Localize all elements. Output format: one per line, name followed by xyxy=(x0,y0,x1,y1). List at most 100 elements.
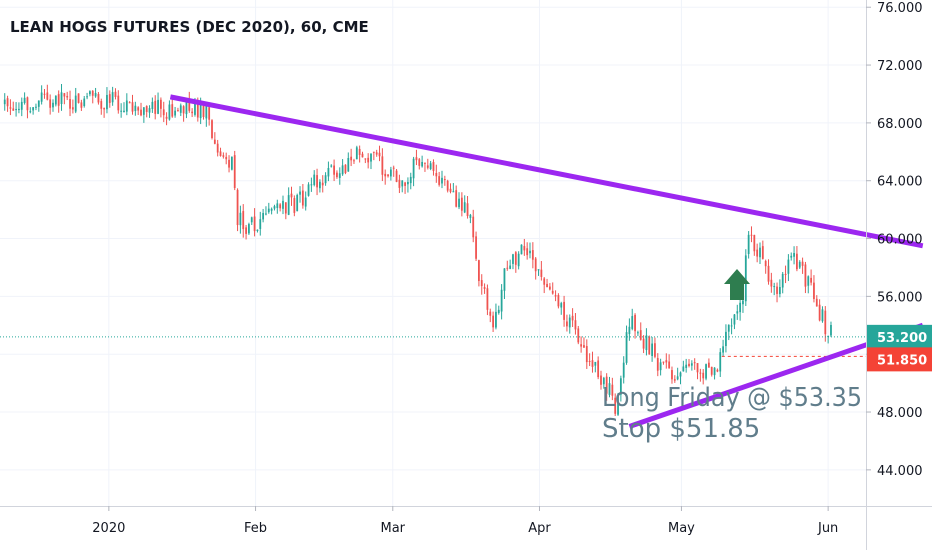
candle-body xyxy=(438,176,441,185)
candle-body xyxy=(810,277,813,283)
candle-body xyxy=(693,362,696,364)
candle-body xyxy=(174,110,176,116)
candle-body xyxy=(392,167,395,169)
candle-body xyxy=(344,164,347,174)
candle-body xyxy=(648,336,651,355)
candle-body xyxy=(807,276,810,286)
candle-body xyxy=(594,361,597,366)
time-tick-label: Mar xyxy=(381,521,406,536)
candle-body xyxy=(418,159,421,166)
candle-body xyxy=(764,261,767,267)
price-tick-label: 60.000 xyxy=(877,233,923,248)
candle-body xyxy=(83,98,86,107)
candle-body xyxy=(460,197,463,211)
candle-body xyxy=(253,216,256,232)
candle-body xyxy=(211,120,213,139)
candle-body xyxy=(830,324,832,336)
candle-body xyxy=(767,265,770,282)
candle-body xyxy=(426,165,429,168)
candle-body xyxy=(131,102,134,112)
candle-body xyxy=(29,111,32,113)
candle-body xyxy=(407,181,409,185)
candle-body xyxy=(77,93,80,103)
candle-body xyxy=(43,93,46,95)
candle-body xyxy=(89,91,91,95)
candle-body xyxy=(483,287,486,289)
candle-body xyxy=(739,302,742,313)
price-tick-label: 68.000 xyxy=(877,117,923,132)
price-tick-label: 64.000 xyxy=(877,175,923,190)
candle-body xyxy=(478,260,480,282)
candle-body xyxy=(313,174,316,185)
candle-body xyxy=(452,191,455,193)
candle-body xyxy=(506,267,509,269)
candle-body xyxy=(216,143,219,153)
candle-body xyxy=(12,108,15,111)
candle-body xyxy=(682,366,685,372)
candle-body xyxy=(526,248,529,256)
candle-body xyxy=(727,324,730,332)
candle-body xyxy=(338,173,341,178)
candle-body xyxy=(333,165,335,175)
candle-body xyxy=(165,116,168,119)
candle-body xyxy=(6,98,9,107)
candle-body xyxy=(168,104,171,120)
candle-body xyxy=(756,249,759,257)
candle-body xyxy=(466,203,469,217)
candle-body xyxy=(239,212,242,226)
candle-body xyxy=(514,252,517,265)
candle-body xyxy=(668,361,671,369)
candle-body xyxy=(500,289,503,312)
candle-body xyxy=(296,194,299,212)
candle-body xyxy=(458,198,460,208)
candle-body xyxy=(117,95,120,111)
candle-body xyxy=(191,111,194,114)
candle-body xyxy=(384,173,387,177)
candle-body xyxy=(159,99,162,109)
candle-body xyxy=(441,177,443,184)
candle-body xyxy=(145,106,148,112)
candle-body xyxy=(270,208,273,211)
candle-body xyxy=(489,311,492,316)
candle-body xyxy=(157,99,159,114)
candle-body xyxy=(404,182,406,186)
candle-body xyxy=(9,107,12,109)
candle-body xyxy=(242,211,245,230)
candle-body xyxy=(401,180,404,187)
candle-body xyxy=(725,331,727,347)
candle-body xyxy=(182,106,185,114)
candle-body xyxy=(759,247,761,258)
candle-body xyxy=(290,193,293,198)
candle-body xyxy=(676,376,679,380)
candle-body xyxy=(492,315,494,328)
candle-body xyxy=(529,250,531,254)
time-axis[interactable]: 2020 Feb Mar Apr May Jun xyxy=(92,506,838,536)
candle-body xyxy=(509,265,512,269)
candle-body xyxy=(690,363,693,366)
candle-body xyxy=(142,107,145,115)
candle-body xyxy=(60,92,63,104)
candle-body xyxy=(91,90,94,96)
candle-body xyxy=(744,255,747,302)
candle-body xyxy=(602,377,605,385)
candle-body xyxy=(617,394,619,415)
candle-body xyxy=(733,314,736,325)
candle-body xyxy=(177,110,179,112)
candle-body xyxy=(367,157,370,163)
candle-body xyxy=(705,364,707,379)
candle-body xyxy=(128,102,131,104)
candle-body xyxy=(318,181,321,189)
candle-body xyxy=(336,172,338,178)
candle-body xyxy=(622,362,625,378)
time-tick-label: 2020 xyxy=(92,521,125,536)
candle-body xyxy=(120,110,123,112)
candle-body xyxy=(435,173,438,177)
candle-body xyxy=(86,96,88,98)
candle-body xyxy=(259,219,262,229)
candle-body xyxy=(111,92,114,103)
candle-body xyxy=(469,214,472,218)
candle-body xyxy=(761,246,764,259)
candle-body xyxy=(801,261,804,266)
candle-body xyxy=(656,358,659,371)
